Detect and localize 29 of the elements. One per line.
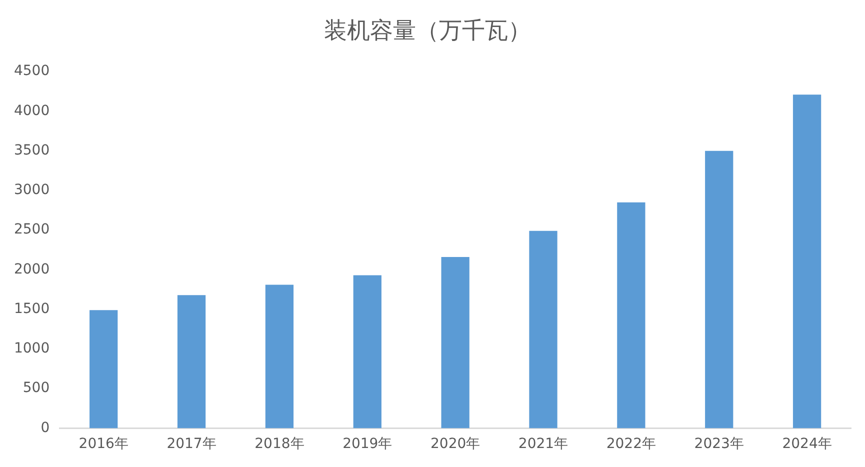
x-tick-label: 2022年 xyxy=(606,436,656,452)
y-tick-label: 0 xyxy=(40,420,50,436)
x-tick-label: 2017年 xyxy=(166,436,216,452)
bar xyxy=(441,257,470,428)
bar xyxy=(529,230,558,428)
y-tick-label: 4500 xyxy=(14,63,50,80)
y-tick-label: 500 xyxy=(22,380,50,396)
bar xyxy=(792,94,822,428)
y-tick-label: 2500 xyxy=(14,222,50,238)
y-tick-label: 2000 xyxy=(14,261,50,278)
bar xyxy=(617,202,646,428)
x-tick-label: 2023年 xyxy=(694,436,744,452)
bar xyxy=(353,275,382,428)
x-tick-label: 2021年 xyxy=(518,436,568,452)
x-tick-label: 2018年 xyxy=(254,436,304,452)
bar xyxy=(90,310,118,428)
y-tick-label: 1000 xyxy=(14,340,50,357)
y-tick-label: 3000 xyxy=(14,182,50,198)
bar xyxy=(705,150,734,428)
chart-title: 装机容量（万千瓦） xyxy=(324,18,531,44)
y-tick-label: 3500 xyxy=(14,142,50,158)
x-tick-label: 2016年 xyxy=(78,436,128,452)
x-tick-label: 2019年 xyxy=(342,436,392,452)
bar xyxy=(177,295,206,428)
y-tick-label: 4000 xyxy=(14,102,50,119)
bar xyxy=(265,284,294,428)
x-tick-label: 2024年 xyxy=(782,436,832,452)
x-tick-label: 2020年 xyxy=(430,436,480,452)
y-tick-label: 1500 xyxy=(14,300,50,317)
